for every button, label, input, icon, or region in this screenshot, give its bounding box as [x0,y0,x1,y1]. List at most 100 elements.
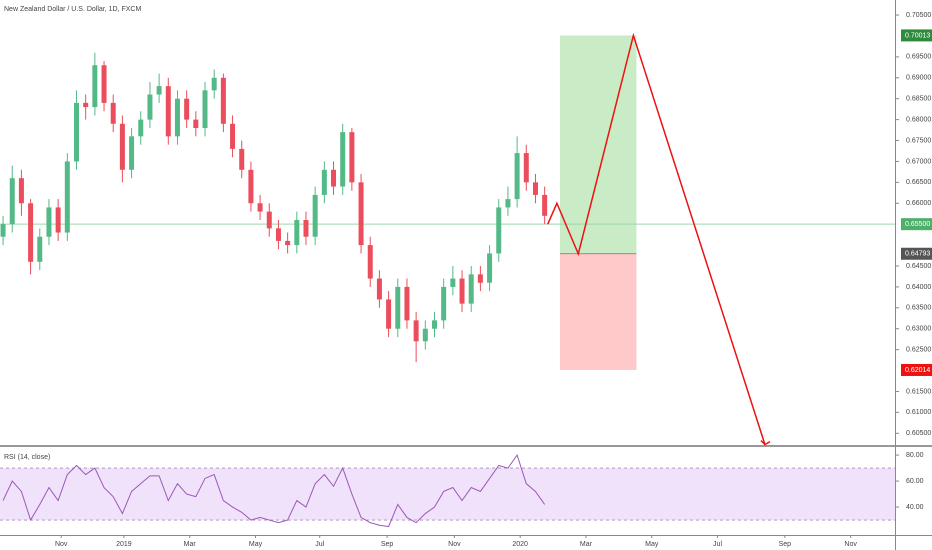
candle-body [340,132,346,187]
candle-body [193,119,199,128]
candle-body [431,320,437,329]
price-label-box [901,247,932,260]
candle-body [257,203,263,212]
candle-body [0,224,6,237]
candle-body [275,228,281,241]
candle-body [184,98,190,120]
candle-body [138,119,144,137]
candle-body [331,169,337,187]
candle-body [386,299,392,329]
candle-body [64,161,70,233]
candle-body [202,90,208,128]
candle-body [468,274,474,304]
loss-zone [559,253,637,370]
candle-body [312,194,318,237]
candle-body [496,207,502,254]
candle-body [46,207,52,237]
candle-body [9,178,15,225]
candle-body [523,153,529,183]
price-label: 0.65500 [905,221,930,228]
price-label: 0.64793 [905,251,930,258]
y-tick-label: 0.69500 [906,54,931,61]
price-label: 0.62014 [905,367,930,374]
y-tick-label: 0.61000 [906,409,931,416]
x-tick-label: 2020 [512,541,528,548]
chart-title: New Zealand Dollar / U.S. Dollar, 1D, FX… [4,6,141,13]
candle-body [413,320,419,342]
candle-body [422,328,428,342]
rsi-y-tick-label: 60.00 [906,478,924,485]
candle-body [55,207,61,233]
y-tick-label: 0.60500 [906,430,931,437]
candle-body [174,98,180,137]
x-tick-label: May [249,541,263,548]
y-tick-label: 0.64500 [906,263,931,270]
rsi-line [2,453,546,528]
candle-body [285,240,291,246]
y-tick-label: 0.63000 [906,326,931,333]
candle-body [230,123,236,149]
candle-body [147,94,153,120]
candle-body [266,211,272,229]
candle-body [110,102,116,124]
candle-body [358,182,364,246]
candle-body [83,102,89,108]
candle-body [459,278,465,304]
x-tick-label: Nov [55,541,68,548]
x-tick-label: May [645,541,659,548]
candle-body [239,148,245,170]
candle-body [18,178,24,204]
rsi-y-tick-label: 40.00 [906,504,924,511]
candle-body [477,274,483,283]
candle-body [441,286,447,321]
projection-path [547,32,766,445]
candle-body [165,86,171,137]
candle-body [211,77,217,91]
candle-body [450,278,456,287]
x-tick-label: Jul [315,541,324,548]
candle-body [73,102,79,162]
y-tick-label: 0.64000 [906,284,931,291]
candle-body [119,123,125,170]
candle-body [532,182,538,195]
candle-body [542,194,548,216]
rsi-title: RSI (14, close) [4,454,50,461]
candle-body [129,136,135,170]
candle-body [220,77,226,124]
y-tick-label: 0.70500 [906,12,931,19]
candle-body [101,65,107,103]
price-label-box [901,363,932,376]
x-tick-label: Nov [844,541,857,548]
price-label-box [901,29,932,42]
rsi-band [0,468,895,521]
candle-body [376,278,382,300]
x-tick-label: Mar [580,541,593,548]
candle-body [514,153,520,200]
candle-body [487,253,493,283]
x-tick-label: Mar [184,541,197,548]
rsi-y-tick-label: 80.00 [906,452,924,459]
candle-body [321,169,327,195]
y-tick-label: 0.68000 [906,116,931,123]
price-label: 0.70013 [905,32,930,39]
candle-body [28,203,34,262]
candle-body [395,286,401,329]
projection-arrowhead [760,440,771,446]
candle-body [505,199,511,208]
y-tick-label: 0.68500 [906,96,931,103]
x-tick-label: 2019 [116,541,132,548]
y-tick-label: 0.62500 [906,346,931,353]
price-label-box [901,218,932,231]
candle-body [37,236,43,262]
y-tick-label: 0.69000 [906,75,931,82]
x-tick-label: Sep [779,541,792,548]
candle-body [349,132,355,183]
candle-body [248,169,254,204]
x-tick-label: Nov [448,541,461,548]
y-tick-label: 0.63500 [906,305,931,312]
x-tick-label: Sep [381,541,394,548]
candle-body [156,86,162,95]
candle-body [294,219,300,246]
